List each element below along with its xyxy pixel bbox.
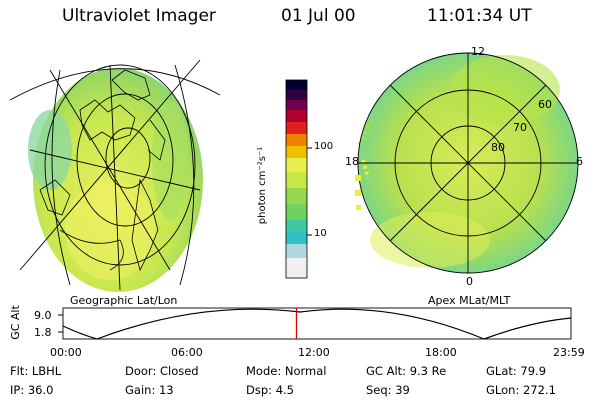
altitude-ylabel: GC Alt [8, 305, 22, 340]
colorbar-tick-10: 10 [314, 228, 327, 239]
left-coastlines [39, 69, 166, 272]
altitude-xtick-1800: 18:00 [425, 346, 457, 359]
footer-gain: Gain: 13 [125, 383, 174, 397]
altitude-xtick-0600: 06:00 [171, 346, 203, 359]
footer-door: Door: Closed [125, 364, 199, 378]
footer-mode: Mode: Normal [246, 364, 327, 378]
mlt-label-12: 12 [471, 45, 485, 58]
mlat-label-80: 80 [491, 141, 505, 154]
instrument-title: Ultraviolet Imager [62, 6, 216, 26]
footer-ip: IP: 36.0 [10, 383, 54, 397]
footer-glon: GLon: 272.1 [486, 383, 556, 397]
mlt-label-6: 6 [576, 155, 583, 168]
footer-seq: Seq: 39 [366, 383, 410, 397]
altitude-ytick-1-8: 1.8 [34, 326, 52, 339]
mlt-label-18: 18 [345, 155, 359, 168]
right-map-caption: Apex MLat/MLT [428, 294, 511, 307]
altitude-xtick-2359: 23:59 [553, 346, 585, 359]
colorbar-tick-100: 100 [314, 141, 334, 152]
altitude-xtick-0000: 00:00 [50, 346, 82, 359]
colorbar-unit-label: photon cm⁻²s⁻¹ [257, 146, 269, 225]
time-label: 11:01:34 UT [427, 6, 532, 26]
footer-filter: Flt: LBHL [10, 364, 62, 378]
footer-dsp: Dsp: 4.5 [246, 383, 294, 397]
date-label: 01 Jul 00 [281, 6, 356, 26]
altitude-xtick-1200: 12:00 [298, 346, 330, 359]
altitude-plot [58, 307, 572, 340]
right-graticule [357, 52, 579, 274]
mlat-label-70: 70 [513, 121, 527, 134]
altitude-ytick-9: 9.0 [34, 309, 52, 322]
footer-gc-alt: GC Alt: 9.3 Re [366, 364, 447, 378]
right-apex-map [355, 52, 579, 274]
left-geographic-map [9, 59, 221, 292]
mlat-label-60: 60 [538, 98, 552, 111]
footer-glat: GLat: 79.9 [486, 364, 547, 378]
left-map-caption: Geographic Lat/Lon [70, 294, 178, 307]
mlt-label-0: 0 [466, 275, 473, 288]
colorbar [285, 79, 312, 279]
left-graticule [9, 59, 221, 291]
